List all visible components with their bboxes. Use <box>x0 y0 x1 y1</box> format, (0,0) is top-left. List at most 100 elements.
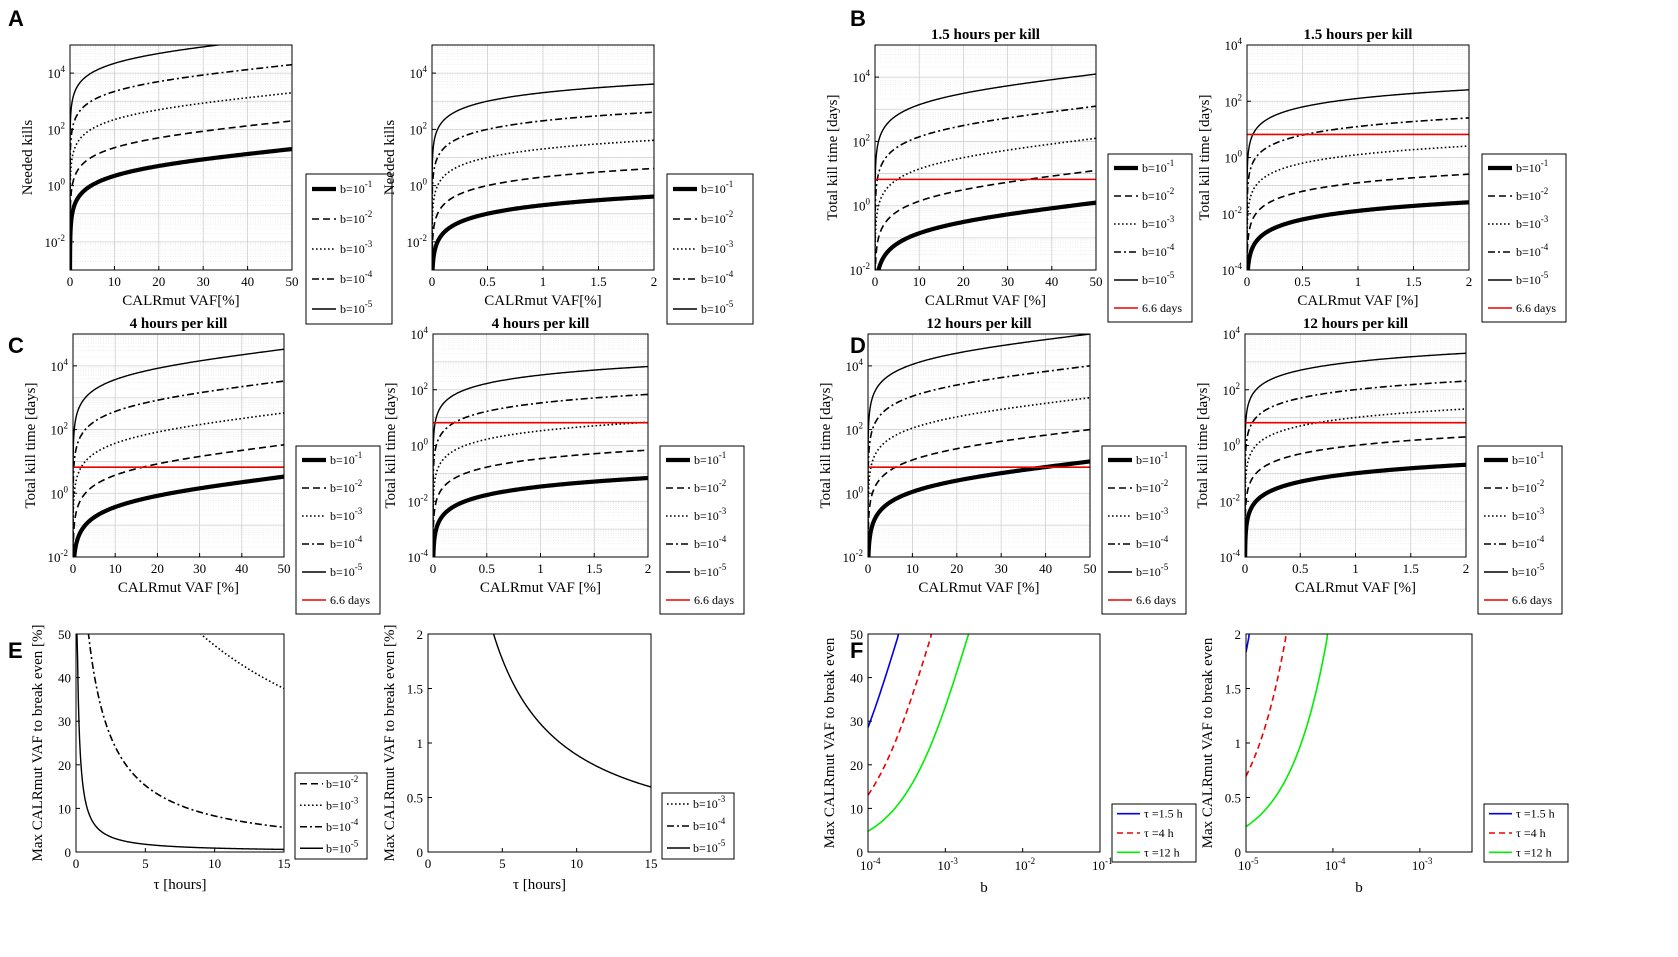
legend-label: b=10-1 <box>330 450 362 467</box>
x-tick-label: 0 <box>1242 561 1249 576</box>
x-tick-label: 2 <box>1466 274 1473 289</box>
legend-label: b=10-1 <box>340 179 372 196</box>
y-tick-label: 102 <box>411 381 429 398</box>
x-tick-label: 1 <box>1355 274 1362 289</box>
y-tick-label: 0.5 <box>407 791 423 806</box>
legend: b=10-1 b=10-2 b=10-3 b=10-4 b=10-5 6.6 days <box>1107 153 1193 323</box>
x-tick-label: 15 <box>645 856 658 871</box>
y-tick-label: 100 <box>51 484 69 501</box>
x-tick-label: 30 <box>197 274 210 289</box>
y-tick-label: 1.5 <box>407 682 423 697</box>
x-tick-label: 10 <box>913 274 926 289</box>
axes-box <box>867 633 1101 853</box>
chart-a2: 10-2 100 102 104 0 0.5 1 1.5 2 CALRmut VAF[%] Need… <box>382 44 754 325</box>
legend-box <box>1481 153 1567 323</box>
y-tick-label: 2 <box>1235 627 1242 642</box>
x-tick-label: 1.5 <box>1405 274 1421 289</box>
y-axis-label: Max CALRmut VAF to break even <box>822 637 838 848</box>
y-tick-label: 1 <box>417 736 424 751</box>
y-tick-label: 100 <box>846 484 864 501</box>
legend-label-6-6-days: 6.6 days <box>330 593 370 607</box>
x-tick-label: 30 <box>193 561 206 576</box>
series-line-b-1e-5 <box>433 365 648 557</box>
x-tick-label: 0 <box>430 561 437 576</box>
series-line-tau-1-5 <box>868 634 900 728</box>
legend-box <box>659 445 745 615</box>
series-line-b-1e-3 <box>73 412 284 557</box>
legend-label: b=10-3 <box>326 795 359 812</box>
x-tick-label: 0.5 <box>479 274 495 289</box>
y-tick-label: 102 <box>48 120 66 137</box>
series-line-b-1e-1 <box>868 459 1090 557</box>
chart-e2: 0 0.5 1 1.5 2 0 5 10 15 τ [hours] Max CALRmut VAF … <box>382 625 735 893</box>
y-tick-label: 104 <box>1225 36 1243 53</box>
series-line-b-1e-4 <box>875 105 1096 270</box>
y-tick-label: 50 <box>58 627 71 642</box>
series-line-b-1e-3 <box>868 396 1090 557</box>
chart-c2: 10-4 10-2 100 102 104 0 0.5 1 1.5 2 CALRmut VAF [%… <box>383 316 745 615</box>
panel-letter-a: A <box>8 6 24 31</box>
y-tick-label: 102 <box>1225 92 1243 109</box>
series-line-b-1e-5 <box>875 73 1096 270</box>
series-line-b-1e-2 <box>73 443 284 557</box>
y-tick-label: 104 <box>51 357 69 374</box>
y-tick-label: 0 <box>857 845 864 860</box>
x-axis-label: b <box>980 880 988 896</box>
y-tick-label: 20 <box>850 758 863 773</box>
y-tick-label: 104 <box>853 68 871 85</box>
x-axis-label: CALRmut VAF [%] <box>925 293 1046 309</box>
y-tick-label: 10-4 <box>1220 548 1241 565</box>
x-tick-label: 0 <box>425 856 432 871</box>
y-tick-label: 100 <box>410 177 428 194</box>
y-tick-label: 1.5 <box>1225 682 1241 697</box>
y-tick-label: 10-2 <box>1220 492 1241 509</box>
y-tick-label: 1 <box>1235 736 1242 751</box>
series-line-b-1e-3 <box>70 91 292 270</box>
y-axis-label: Needed kills <box>382 120 398 196</box>
legend-box <box>1107 153 1193 323</box>
series-line-b-1e-2 <box>868 428 1090 557</box>
chart-title: 4 hours per kill <box>492 316 590 332</box>
series-line-b-1e-5 <box>76 634 284 851</box>
series-line-tau-12 <box>868 634 970 832</box>
y-tick-label: 104 <box>411 325 429 342</box>
series-line-b-1e-3 <box>1247 145 1469 270</box>
legend-label: b=10-3 <box>1512 506 1545 523</box>
x-axis-label: CALRmut VAF [%] <box>1295 580 1416 596</box>
x-tick-label: 30 <box>995 561 1008 576</box>
series-line-b-1e-2 <box>1247 173 1469 270</box>
x-tick-label: 0 <box>865 561 872 576</box>
x-tick-label: 40 <box>1045 274 1058 289</box>
x-tick-label: 10-3 <box>937 856 958 873</box>
legend: b=10-1 b=10-2 b=10-3 b=10-4 b=10-5 6.6 days <box>295 445 381 615</box>
y-tick-label: 100 <box>1225 149 1243 166</box>
axes-box <box>72 333 285 558</box>
chart-f1: 0 10 20 30 40 50 10-4 10-3 10-2 10-1 b Max CALRmut … <box>822 627 1197 896</box>
y-tick-label: 102 <box>410 120 428 137</box>
panel-letter-f: F <box>850 638 863 663</box>
x-tick-label: 1.5 <box>590 274 606 289</box>
y-axis-label: Max CALRmut VAF to break even [%] <box>30 625 46 862</box>
chart-title: 1.5 hours per kill <box>1304 27 1413 43</box>
chart-e1: 0 10 20 30 40 50 0 5 10 15 τ [hours] Max CALRmut VA… <box>30 625 368 893</box>
legend-label: b=10-3 <box>1516 214 1549 231</box>
legend-label: b=10-4 <box>326 817 359 834</box>
y-tick-label: 0 <box>65 845 72 860</box>
legend-label: b=10-4 <box>701 269 734 286</box>
series-line-b-1e-2 <box>433 449 648 557</box>
legend-label: b=10-5 <box>1512 562 1545 579</box>
x-tick-label: 50 <box>1084 561 1097 576</box>
y-tick-label: 104 <box>846 357 864 374</box>
x-tick-label: 20 <box>151 561 164 576</box>
legend: b=10-2 b=10-3 b=10-4 b=10-5 <box>294 772 368 860</box>
y-tick-label: 50 <box>850 627 863 642</box>
x-axis-label: CALRmut VAF[%] <box>122 293 239 309</box>
y-tick-label: 10-2 <box>407 233 428 250</box>
axes-box <box>69 44 293 271</box>
legend-label: b=10-5 <box>340 299 373 316</box>
x-tick-label: 10-2 <box>1015 856 1036 873</box>
x-tick-label: 0.5 <box>1292 561 1308 576</box>
series-line-b-1e-5 <box>868 334 1090 557</box>
series-line-tau-4 <box>868 634 932 796</box>
